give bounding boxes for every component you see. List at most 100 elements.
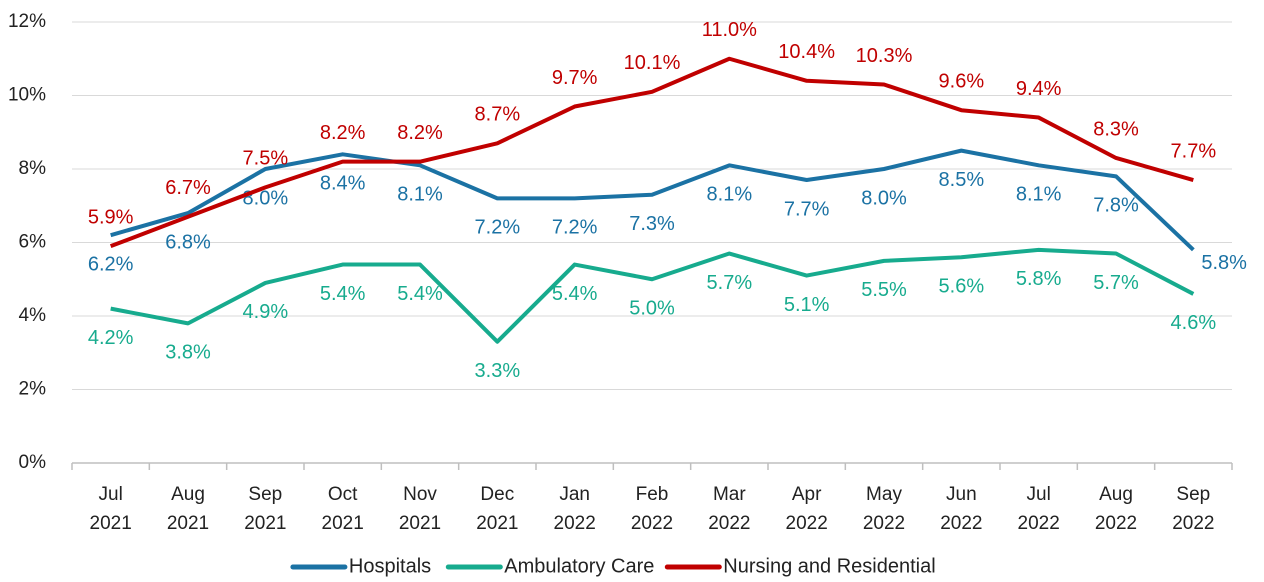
data-label: 4.6%	[1171, 312, 1217, 334]
series-line	[110, 148, 1195, 252]
data-label: 6.7%	[165, 177, 211, 199]
x-tick-label: Aug 2022	[1095, 484, 1137, 534]
data-label: 5.7%	[1093, 272, 1139, 294]
x-tick-label-line: Jul	[1027, 484, 1051, 505]
x-tick-label-line: Jul	[99, 484, 123, 505]
x-tick-label: Aug 2021	[167, 484, 209, 534]
data-label: 4.9%	[243, 301, 289, 323]
data-label: 7.2%	[552, 217, 598, 239]
x-tick-label-line: Mar	[713, 484, 746, 505]
x-tick-label: Oct 2021	[322, 484, 364, 534]
x-tick-label-line: 2021	[244, 513, 286, 534]
y-tick-label: 6%	[19, 232, 47, 253]
data-label: 9.6%	[939, 70, 985, 92]
x-tick-label-line: 2022	[708, 513, 750, 534]
data-label: 5.1%	[784, 294, 830, 316]
series-line	[110, 247, 1195, 344]
y-tick-label: 12%	[8, 11, 46, 32]
x-tick-label-line: 2022	[786, 513, 828, 534]
series-line	[109, 56, 1194, 249]
data-label: 8.0%	[243, 187, 289, 209]
x-tick-label: Apr 2022	[786, 484, 828, 534]
x-tick-label: Jan 2022	[554, 484, 596, 534]
x-tick-label-line: Nov	[403, 484, 437, 505]
x-tick-label-line: 2021	[322, 513, 364, 534]
x-tick-label-line: May	[866, 484, 902, 505]
data-label: 5.4%	[397, 283, 443, 305]
x-tick-label-line: Dec	[480, 484, 514, 505]
data-label: 5.4%	[320, 283, 366, 305]
data-label: 7.3%	[629, 213, 675, 235]
legend-label: Hospitals	[349, 555, 431, 577]
data-label: 7.2%	[475, 217, 521, 239]
data-label: 10.1%	[624, 52, 681, 74]
data-label: 10.3%	[856, 45, 913, 67]
data-label: 3.3%	[475, 360, 521, 382]
y-tick-label: 2%	[19, 379, 47, 400]
x-tick-label-line: Aug	[1099, 484, 1133, 505]
data-label: 5.8%	[1201, 252, 1247, 274]
x-tick-label-line: 2021	[476, 513, 518, 534]
data-label: 9.4%	[1016, 78, 1062, 100]
data-label: 8.1%	[397, 184, 443, 206]
data-label: 9.7%	[552, 67, 598, 89]
x-tick-label: Mar 2022	[708, 484, 750, 534]
x-tick-label-line: 2021	[167, 513, 209, 534]
x-tick-label: May 2022	[863, 484, 905, 534]
data-label: 6.2%	[88, 253, 134, 275]
x-tick-label-line: Aug	[171, 484, 205, 505]
x-tick-label-line: 2022	[631, 513, 673, 534]
data-label: 8.3%	[1093, 118, 1139, 140]
x-tick-label: Nov 2021	[399, 484, 441, 534]
data-label: 8.1%	[707, 184, 753, 206]
x-tick-label-line: Feb	[636, 484, 669, 505]
data-label: 8.2%	[320, 122, 366, 144]
x-tick-label-line: Oct	[328, 484, 358, 505]
data-label: 7.7%	[784, 198, 830, 220]
x-tick-label: Jul 2022	[1018, 484, 1060, 534]
x-tick-label-line: Jun	[946, 484, 977, 505]
data-label: 7.7%	[1171, 140, 1217, 162]
data-label: 8.5%	[939, 169, 985, 191]
y-tick-label: 0%	[19, 452, 47, 473]
x-tick-label: Sep 2022	[1172, 484, 1214, 534]
data-label: 7.5%	[243, 148, 289, 170]
data-label: 5.9%	[88, 206, 134, 228]
x-tick-label-line: 2021	[399, 513, 441, 534]
data-label: 5.0%	[629, 298, 675, 320]
data-label: 5.5%	[861, 279, 907, 301]
x-tick-label: Feb 2022	[631, 484, 673, 534]
data-label: 5.8%	[1016, 268, 1062, 290]
y-tick-label: 8%	[19, 158, 47, 179]
data-label: 4.2%	[88, 327, 134, 349]
data-label: 5.7%	[707, 272, 753, 294]
y-tick-label: 10%	[8, 85, 46, 106]
x-tick-label: Sep 2021	[244, 484, 286, 534]
x-tick-label: Jul 2021	[90, 484, 132, 534]
data-label: 5.6%	[939, 275, 985, 297]
data-label: 7.8%	[1093, 195, 1139, 217]
legend-label: Nursing and Residential	[723, 555, 935, 577]
data-label: 8.1%	[1016, 184, 1062, 206]
x-tick-label-line: Sep	[248, 484, 282, 505]
data-label: 8.0%	[861, 187, 907, 209]
x-tick-label-line: 2021	[90, 513, 132, 534]
data-label: 10.4%	[778, 41, 835, 63]
x-tick-label: Jun 2022	[940, 484, 982, 534]
legend-label: Ambulatory Care	[504, 555, 654, 577]
data-label: 3.8%	[165, 342, 211, 364]
x-tick-label-line: 2022	[1172, 513, 1214, 534]
x-tick-label-line: 2022	[1018, 513, 1060, 534]
data-label: 11.0%	[702, 19, 757, 41]
x-tick-label-line: 2022	[863, 513, 905, 534]
x-tick-label-line: 2022	[1095, 513, 1137, 534]
x-tick-label: Dec 2021	[476, 484, 518, 534]
y-tick-label: 4%	[19, 305, 47, 326]
x-tick-label-line: 2022	[554, 513, 596, 534]
x-tick-label-line: Apr	[792, 484, 822, 505]
data-label: 6.8%	[165, 231, 211, 253]
data-label: 5.4%	[552, 283, 598, 305]
x-tick-label-line: Jan	[559, 484, 590, 505]
x-tick-label-line: 2022	[940, 513, 982, 534]
